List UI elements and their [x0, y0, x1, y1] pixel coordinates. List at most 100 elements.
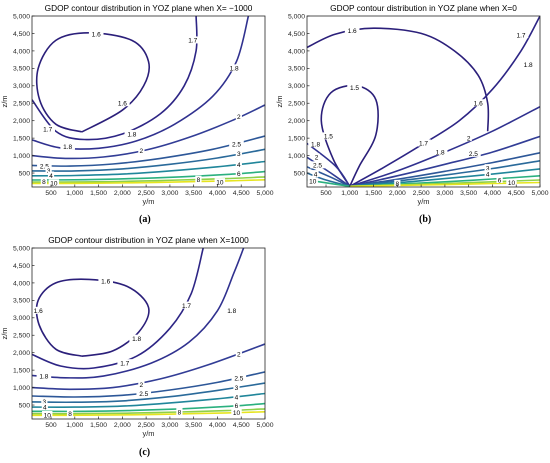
- contour-label: 1.8: [227, 308, 236, 315]
- contour-label-bg: [37, 162, 52, 170]
- contour-label: 1.7: [419, 141, 428, 148]
- plot-frame: [306, 15, 541, 188]
- contour-label-bg: [496, 176, 503, 184]
- x-axis-label: y/m: [417, 197, 429, 206]
- contour-label-bg: [117, 359, 133, 367]
- contour-line: [32, 343, 265, 391]
- caption-c: (c): [139, 447, 151, 458]
- contour-label: 2.5: [40, 163, 49, 170]
- y-tick-label: 1,000: [13, 153, 30, 160]
- y-tick-label: 3,500: [13, 66, 30, 73]
- contour-label-bg: [520, 60, 536, 68]
- contour-label-bg: [310, 161, 325, 169]
- caption-b: (b): [419, 214, 432, 225]
- contour-label: 1.8: [311, 141, 320, 148]
- x-axis-label: y/m: [142, 429, 154, 438]
- contour-label-bg: [321, 132, 336, 140]
- contour-label-bg: [235, 169, 242, 177]
- contour-label-bg: [235, 160, 242, 168]
- chart-panel-b: GDOP contour distribution in YOZ plane w…: [275, 0, 549, 215]
- contour-label-bg: [136, 389, 152, 397]
- y-tick-label: 4,500: [288, 31, 305, 38]
- contour-label: 3: [237, 151, 241, 158]
- contour-label-bg: [40, 125, 55, 133]
- x-tick-label: 3,500: [185, 190, 202, 197]
- contour-line: [32, 408, 265, 415]
- contour-label: 1.5: [350, 85, 359, 92]
- contour-label-bg: [195, 175, 202, 183]
- contour-label: 10: [508, 180, 516, 187]
- chart-panel-a: GDOP contour distribution in YOZ plane w…: [0, 0, 274, 215]
- contour-label-bg: [506, 178, 517, 186]
- contour-line: [307, 27, 490, 132]
- contour-chart-b: GDOP contour distribution in YOZ plane w…: [275, 3, 549, 206]
- contour-label-bg: [484, 164, 491, 172]
- contour-line: [32, 382, 265, 404]
- x-tick-label: 4,500: [233, 422, 250, 429]
- chart-title: GDOP contour distribution in YOZ plane w…: [48, 235, 249, 245]
- y-tick-label: 2,000: [13, 350, 30, 357]
- contour-line: [349, 152, 540, 187]
- y-tick-label: 4,500: [13, 31, 30, 38]
- contour-label: 6: [235, 403, 239, 410]
- contour-line: [35, 278, 150, 357]
- x-tick-label: 1,500: [90, 422, 107, 429]
- contour-label: 1.7: [182, 303, 191, 310]
- contour-label: 1.8: [230, 66, 239, 73]
- x-tick-label: 1,000: [341, 190, 358, 197]
- contour-label: 1.7: [516, 32, 525, 39]
- contour-label: 10: [44, 412, 52, 419]
- y-tick-label: 4,000: [13, 280, 30, 287]
- contour-label: 2.5: [232, 141, 241, 148]
- y-tick-label: 1,000: [13, 385, 30, 392]
- chart-title: GDOP contour distribution in YOZ plane w…: [330, 3, 517, 13]
- chart-title: GDOP contour distribution in YOZ plane w…: [45, 3, 253, 13]
- plot-frame: [31, 247, 266, 420]
- contour-label-bg: [231, 374, 247, 382]
- contour-line: [349, 16, 540, 187]
- contour-label: 1.8: [39, 373, 48, 380]
- contour-label-bg: [45, 166, 52, 174]
- y-tick-label: 3,500: [13, 298, 30, 305]
- y-tick-label: 1,500: [13, 136, 30, 143]
- x-tick-label: 4,000: [209, 422, 226, 429]
- contour-label-bg: [344, 26, 360, 34]
- y-tick-label: 3,000: [13, 315, 30, 322]
- contour-label: 2: [140, 148, 144, 155]
- contour-label: 6: [237, 171, 241, 178]
- contour-label: 10: [309, 179, 317, 186]
- contour-label-bg: [233, 383, 240, 391]
- contour-label: 8: [42, 179, 46, 186]
- contour-label-bg: [41, 403, 48, 411]
- caption-a: (a): [139, 214, 151, 225]
- y-tick-label: 1,000: [288, 153, 305, 160]
- x-tick-label: 1,000: [66, 190, 83, 197]
- contour-lines: [32, 16, 265, 185]
- contour-line: [32, 104, 265, 160]
- contour-label-bg: [432, 148, 448, 156]
- contour-label-bg: [138, 146, 145, 154]
- x-tick-label: 500: [320, 190, 332, 197]
- x-tick-label: 500: [45, 422, 57, 429]
- contour-line: [32, 411, 265, 417]
- contour-label: 1.6: [92, 31, 101, 38]
- x-tick-label: 3,000: [161, 190, 178, 197]
- contour-label-bg: [41, 397, 48, 405]
- contour-label-bg: [179, 301, 194, 309]
- y-tick-label: 3,000: [288, 83, 305, 90]
- contour-chart-c: GDOP contour distribution in YOZ plane w…: [0, 235, 274, 438]
- contour-label-bg: [313, 153, 320, 161]
- contour-label-bg: [233, 401, 240, 409]
- contour-line: [32, 248, 204, 370]
- contour-label-bg: [224, 306, 240, 314]
- contour-line: [32, 135, 265, 167]
- contour-label: 1.6: [348, 28, 357, 35]
- chart-panel-c: GDOP contour distribution in YOZ plane w…: [0, 232, 274, 447]
- y-tick-label: 500: [19, 170, 31, 177]
- x-tick-label: 4,500: [508, 190, 525, 197]
- contour-line: [32, 176, 265, 183]
- y-tick-label: 1,500: [288, 136, 305, 143]
- contour-label: 8: [68, 411, 72, 418]
- x-axis-label: y/m: [142, 197, 154, 206]
